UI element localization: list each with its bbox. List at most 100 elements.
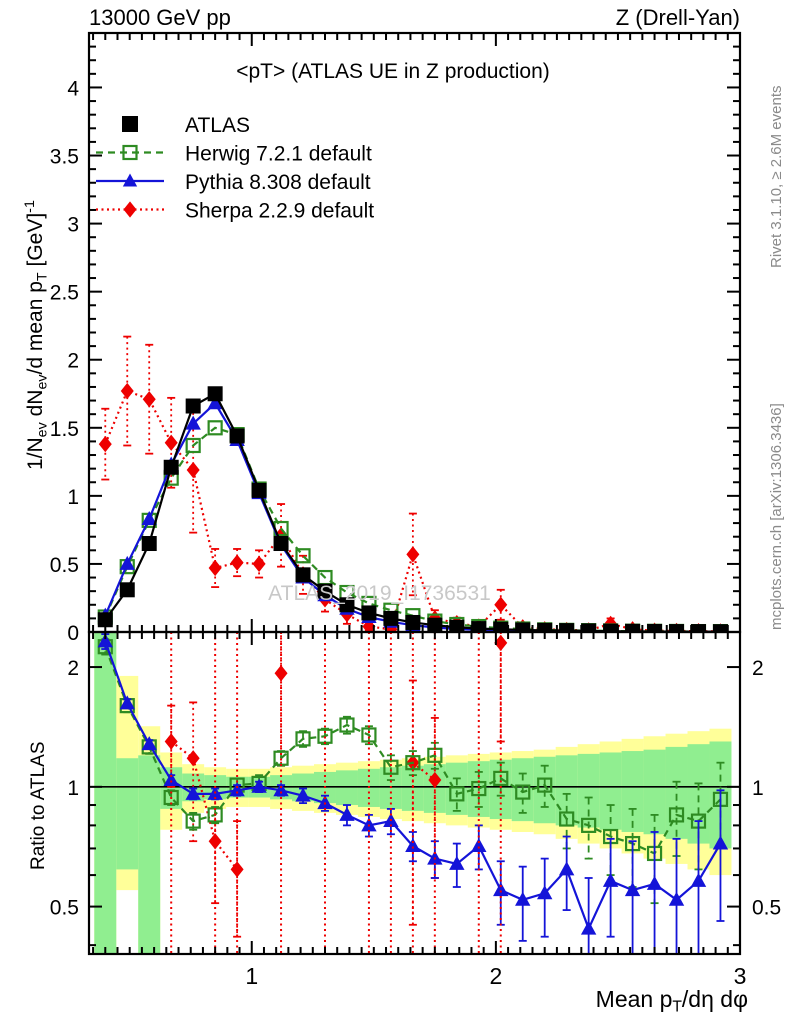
pythia-ratio-marker <box>580 920 597 935</box>
atlas-marker <box>251 482 267 498</box>
sherpa-marker <box>142 391 156 408</box>
band-inner-segment <box>379 767 402 809</box>
y-axis-tick-label: 1.5 <box>50 418 79 441</box>
atlas-marker <box>449 619 465 632</box>
y-axis-tick-label: 1 <box>67 486 79 509</box>
legend-entry[interactable]: ATLAS <box>122 114 250 137</box>
atlas-marker <box>471 621 487 632</box>
sherpa-marker <box>494 596 508 613</box>
atlas-marker <box>207 386 223 402</box>
atlas-marker <box>97 612 113 628</box>
band-inner-segment <box>94 632 117 954</box>
legend-marker <box>122 173 138 187</box>
pythia-ratio-marker <box>317 795 333 810</box>
herwig-ratio-marker <box>668 807 685 823</box>
herwig-marker <box>207 420 223 436</box>
atlas-marker <box>493 621 509 632</box>
atlas-marker <box>185 398 201 414</box>
x-axis-tick-label: 1 <box>245 963 258 989</box>
pythia-ratio-marker <box>273 782 289 797</box>
y-axis-tick-label: 3.5 <box>50 146 79 169</box>
pythia-ratio-marker <box>141 736 157 751</box>
atlas-marker <box>559 623 575 632</box>
pythia-ratio-marker <box>624 882 641 897</box>
atlas-marker <box>405 614 421 630</box>
legend-marker <box>123 201 137 218</box>
band-inner-segment <box>116 758 139 870</box>
sherpa-marker <box>120 382 134 400</box>
atlas-marker <box>273 536 289 552</box>
legend-label: Pythia 8.308 default <box>185 171 371 194</box>
atlas-marker <box>361 605 377 621</box>
pythia-ratio-marker <box>668 891 685 906</box>
herwig-ratio-marker <box>361 727 377 743</box>
sherpa-ratio-marker <box>494 634 508 652</box>
herwig-ratio-marker <box>559 811 575 827</box>
y-axis-tick-label: 4 <box>67 77 79 100</box>
sherpa-ratio-marker <box>186 750 200 767</box>
pythia-ratio-marker <box>405 837 421 852</box>
herwig-ratio-marker <box>339 717 355 733</box>
herwig-ratio-marker <box>405 755 421 771</box>
sherpa-ratio-marker <box>428 771 442 789</box>
legend-marker <box>122 144 138 161</box>
band-inner-segment <box>555 755 578 826</box>
sherpa-ratio-marker <box>164 733 178 750</box>
band-inner-segment <box>599 752 622 830</box>
plot-title: <pT> (ATLAS UE in Z production) <box>236 60 550 83</box>
sherpa-ratio-marker <box>274 665 288 682</box>
band-inner-segment <box>401 765 424 811</box>
legend-entry[interactable]: Herwig 7.2.1 default <box>96 143 372 166</box>
y-axis-tick-label: 3 <box>67 214 79 237</box>
band-inner-segment <box>423 764 446 813</box>
atlas-marker <box>141 536 157 552</box>
band-inner-segment <box>138 755 161 954</box>
atlas-marker <box>229 428 245 444</box>
band-inner-segment <box>335 770 358 806</box>
sherpa-marker <box>230 554 244 571</box>
sherpa-marker <box>186 461 200 479</box>
sherpa-marker <box>252 555 266 573</box>
legend-label: ATLAS <box>185 114 250 137</box>
header-right-label: Z (Drell-Yan) <box>615 5 740 30</box>
pythia-ratio-marker <box>251 778 267 793</box>
herwig-ratio-marker <box>185 813 201 829</box>
pythia-ratio-marker <box>185 785 201 800</box>
ratio-panel-series <box>97 632 729 954</box>
band-inner-segment <box>621 751 644 832</box>
atlas-marker <box>603 623 619 632</box>
legend-marker <box>122 116 138 132</box>
ratio-y-axis-tick-label: 1 <box>67 777 79 800</box>
band-inner-segment <box>643 749 666 835</box>
pythia-ratio-marker <box>97 633 113 648</box>
herwig-ratio-marker <box>493 770 509 786</box>
pythia-ratio-marker <box>690 872 707 887</box>
atlas-marker <box>690 624 706 632</box>
legend-entry[interactable]: Pythia 8.308 default <box>96 171 371 194</box>
sherpa-marker <box>208 559 222 577</box>
pythia-ratio-marker <box>515 891 531 906</box>
band-inner-segment <box>665 746 688 839</box>
atlas-marker <box>163 459 179 475</box>
herwig-marker <box>295 548 311 564</box>
sherpa-marker <box>406 546 420 563</box>
x-axis-tick-label: 2 <box>489 963 502 989</box>
herwig-ratio-marker <box>449 786 465 802</box>
watermark-text: ATLAS_2019_I1736531 <box>268 582 491 605</box>
herwig-ratio-marker <box>515 784 531 800</box>
pythia-ratio-marker <box>712 835 729 850</box>
pythia-ratio-marker <box>229 782 245 797</box>
atlas-marker <box>712 624 728 632</box>
pythia-ratio-marker <box>163 771 179 786</box>
pythia-ratio-marker <box>339 806 355 821</box>
atlas-marker <box>317 583 333 599</box>
atlas-marker <box>669 624 685 632</box>
atlas-marker <box>383 610 399 626</box>
pythia-ratio-marker <box>602 872 619 887</box>
header-left-label: 13000 GeV pp <box>89 5 231 30</box>
pythia-marker <box>207 395 223 410</box>
legend-entry[interactable]: Sherpa 2.2.9 default <box>96 200 374 223</box>
pythia-ratio-marker <box>537 885 553 900</box>
